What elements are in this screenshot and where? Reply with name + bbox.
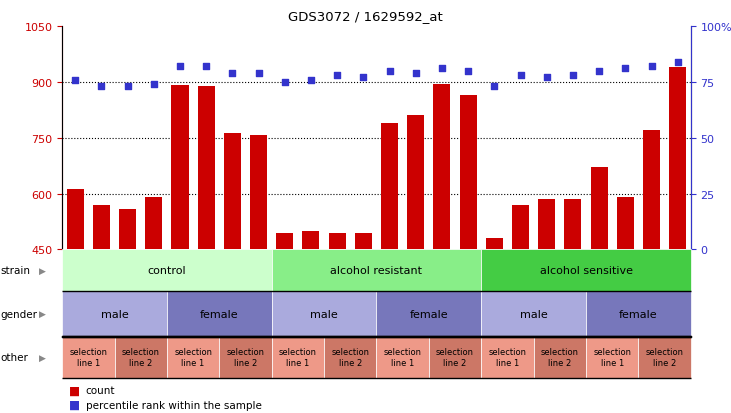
Point [594, 68, 605, 75]
Point [305, 77, 317, 84]
Bar [197, 87, 215, 413]
Text: other: other [1, 352, 29, 362]
Text: selection
line 2: selection line 2 [227, 348, 265, 367]
Bar [407, 116, 424, 413]
Point [96, 84, 107, 90]
Point [174, 64, 186, 70]
Text: ■: ■ [69, 398, 80, 411]
Text: ▶: ▶ [39, 353, 46, 362]
Text: gender: gender [1, 309, 38, 319]
Bar [486, 239, 503, 413]
Point [69, 77, 81, 84]
Point [331, 73, 343, 79]
Point [357, 75, 369, 81]
Point [645, 64, 657, 70]
Point [436, 66, 448, 73]
Text: ■: ■ [69, 384, 80, 397]
Bar [119, 210, 136, 413]
Text: control: control [148, 266, 186, 275]
Text: female: female [200, 309, 238, 319]
Bar [643, 131, 660, 413]
Text: selection
line 2: selection line 2 [331, 348, 369, 367]
Text: GDS3072 / 1629592_at: GDS3072 / 1629592_at [288, 10, 443, 23]
Text: selection
line 2: selection line 2 [122, 348, 159, 367]
Bar [591, 168, 607, 413]
Point [462, 68, 474, 75]
Bar [93, 205, 110, 413]
Text: selection
line 1: selection line 1 [174, 348, 212, 367]
Text: selection
line 1: selection line 1 [69, 348, 107, 367]
Point [672, 59, 683, 66]
Text: ▶: ▶ [39, 266, 46, 275]
Text: selection
line 2: selection line 2 [645, 348, 683, 367]
Bar [460, 95, 477, 413]
Bar [669, 68, 686, 413]
Bar [329, 233, 346, 413]
Point [227, 70, 238, 77]
Point [410, 70, 422, 77]
Bar [172, 85, 189, 413]
Text: female: female [409, 309, 448, 319]
Text: ▶: ▶ [39, 309, 46, 318]
Text: alcohol resistant: alcohol resistant [330, 266, 423, 275]
Text: selection
line 1: selection line 1 [279, 348, 317, 367]
Point [279, 79, 291, 86]
Bar [564, 199, 581, 413]
Point [541, 75, 553, 81]
Bar [67, 189, 84, 413]
Bar [303, 231, 319, 413]
Text: male: male [520, 309, 548, 319]
Bar [250, 135, 267, 413]
Text: selection
line 2: selection line 2 [541, 348, 579, 367]
Text: strain: strain [1, 266, 31, 275]
Text: selection
line 1: selection line 1 [594, 348, 631, 367]
Point [122, 84, 134, 90]
Point [567, 73, 579, 79]
Bar [512, 205, 529, 413]
Point [384, 68, 395, 75]
Text: count: count [86, 385, 115, 395]
Point [515, 73, 526, 79]
Text: female: female [619, 309, 658, 319]
Text: percentile rank within the sample: percentile rank within the sample [86, 400, 262, 410]
Text: selection
line 2: selection line 2 [436, 348, 474, 367]
Bar [617, 198, 634, 413]
Text: alcohol sensitive: alcohol sensitive [539, 266, 632, 275]
Bar [381, 123, 398, 413]
Point [148, 81, 159, 88]
Text: selection
line 1: selection line 1 [384, 348, 422, 367]
Point [253, 70, 265, 77]
Bar [355, 234, 372, 413]
Bar [224, 133, 241, 413]
Text: male: male [101, 309, 129, 319]
Bar [538, 199, 556, 413]
Point [619, 66, 631, 73]
Text: male: male [310, 309, 338, 319]
Text: selection
line 1: selection line 1 [488, 348, 526, 367]
Bar [433, 84, 450, 413]
Point [488, 84, 500, 90]
Bar [145, 198, 162, 413]
Point [200, 64, 212, 70]
Bar [276, 233, 293, 413]
